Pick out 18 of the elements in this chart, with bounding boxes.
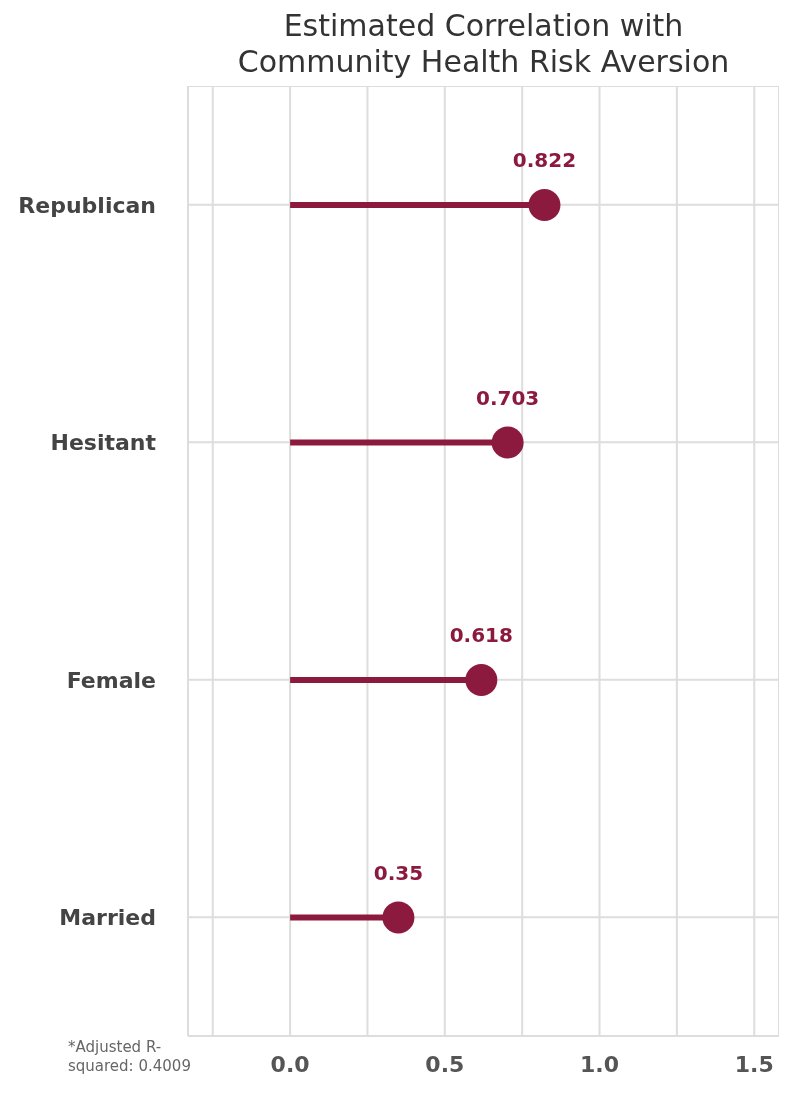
data-label: 0.703 [476, 385, 540, 410]
x-tick-label: 1.5 [734, 1051, 774, 1077]
x-tick-label: 0.5 [425, 1051, 465, 1077]
point [382, 901, 415, 934]
point [491, 426, 524, 459]
point [528, 189, 561, 221]
data-label: 0.618 [449, 623, 513, 647]
data-label: 0.822 [512, 148, 577, 172]
data-label: 0.35 [373, 860, 424, 885]
y-tick-label: Female [66, 667, 156, 693]
y-tick-label: Hesitant [50, 430, 157, 456]
text: *Adjusted R-squared: 0.4009 [68, 1038, 192, 1076]
chart-title: Estimated Correlation with Community Health Risk Aversion [236, 8, 731, 80]
x-tick-label: 0.0 [270, 1051, 310, 1077]
x-tick-label: 1.0 [580, 1051, 620, 1077]
point [465, 664, 498, 696]
y-tick-label: Republican [18, 192, 156, 218]
y-tick-label: Married [59, 905, 156, 931]
